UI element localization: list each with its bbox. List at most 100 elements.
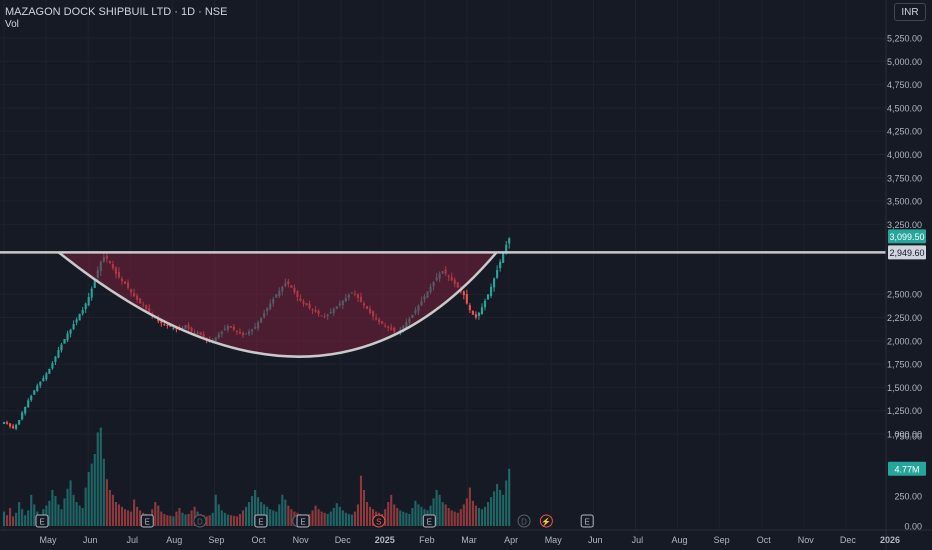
symbol-title[interactable]: MAZAGON DOCK SHIPBUIL LTD · 1D · NSE xyxy=(5,6,228,18)
volume-bar xyxy=(432,498,435,526)
candle-body xyxy=(163,324,166,326)
volume-bar xyxy=(8,508,12,526)
earnings-marker[interactable]: E xyxy=(422,514,436,528)
time-tick-label: Aug xyxy=(671,535,687,545)
volume-bar xyxy=(393,504,396,526)
volume-bar xyxy=(184,514,187,526)
earnings-marker[interactable]: E xyxy=(35,514,49,528)
candle-body xyxy=(499,261,502,269)
volume-bar xyxy=(496,484,499,526)
candle-body xyxy=(486,294,490,300)
volume-bar xyxy=(435,490,438,526)
split-marker[interactable]: S xyxy=(372,514,386,528)
time-tick-label: Jun xyxy=(83,535,98,545)
volume-bar xyxy=(284,499,287,526)
earnings-marker[interactable]: E xyxy=(140,514,154,528)
candle-body xyxy=(21,412,24,420)
volume-bar xyxy=(157,505,160,526)
dividend-marker-label: D xyxy=(521,518,527,527)
volume-bar xyxy=(21,509,24,526)
candle-body xyxy=(480,307,484,314)
volume-tick-label: 250.00 xyxy=(894,492,922,502)
dividend-marker[interactable]: D xyxy=(193,514,207,528)
volume-bar xyxy=(251,496,254,526)
earnings-marker-shape xyxy=(254,514,268,528)
volume-bar xyxy=(493,491,496,526)
news-marker[interactable]: ⚡ xyxy=(539,514,553,528)
candle-body xyxy=(48,368,51,374)
dividend-marker-shape xyxy=(517,514,531,528)
resistance-price-tag: 2,949.60 xyxy=(888,245,926,260)
volume-bar xyxy=(15,512,18,526)
volume-bar xyxy=(193,506,196,526)
volume-bar xyxy=(18,502,21,526)
volume-bar xyxy=(214,494,217,526)
volume-bar xyxy=(2,511,6,526)
candle-body xyxy=(2,421,6,424)
time-tick-label: Aug xyxy=(166,535,182,545)
volume-bar xyxy=(232,515,235,526)
dividend-marker[interactable]: D xyxy=(517,514,531,528)
earnings-marker-shape xyxy=(580,514,594,528)
volume-bar xyxy=(471,500,474,526)
volume-bar xyxy=(317,509,320,526)
volume-tick-label: 750.00 xyxy=(894,432,922,442)
earnings-marker-label: E xyxy=(145,518,150,527)
candle-body xyxy=(493,278,496,288)
volume-bar xyxy=(420,506,423,526)
price-tick-label: 1,000.00 xyxy=(887,430,922,440)
volume-bar xyxy=(390,494,393,526)
earnings-marker[interactable]: E xyxy=(296,514,310,528)
last-volume-tag-text: 4.77M xyxy=(894,464,919,474)
time-tick-label: Jun xyxy=(588,535,603,545)
volume-bar xyxy=(344,512,347,526)
volume-bar xyxy=(90,463,93,526)
volume-bar xyxy=(486,502,490,526)
earnings-marker[interactable]: E xyxy=(254,514,268,528)
earnings-marker-label: E xyxy=(258,518,263,527)
candle-body xyxy=(483,300,487,308)
candle-body xyxy=(27,400,30,408)
volume-bar xyxy=(499,490,502,526)
volume-bar xyxy=(84,487,87,526)
volume-bar xyxy=(220,510,223,526)
candle-body xyxy=(471,310,474,315)
volume-bar xyxy=(311,510,314,526)
candle-body xyxy=(505,244,508,253)
volume-bar xyxy=(335,503,338,526)
time-tick-label: 2025 xyxy=(375,535,395,545)
volume-bar xyxy=(78,505,81,526)
volume-bar xyxy=(408,514,411,526)
candle-body xyxy=(78,313,81,321)
candle-body xyxy=(502,252,505,263)
volume-bar xyxy=(123,509,127,526)
volume-bar xyxy=(260,502,263,526)
volume-bar xyxy=(117,504,121,526)
candle-body xyxy=(477,312,481,316)
volume-bar xyxy=(120,506,124,526)
candle-body xyxy=(60,344,63,351)
volume-bar xyxy=(338,506,341,526)
dividend-marker-label: D xyxy=(197,518,203,527)
volume-bar xyxy=(75,502,78,526)
candle-body xyxy=(5,422,9,424)
volume-bar xyxy=(99,427,102,526)
volume-bar xyxy=(384,509,387,526)
time-tick-label: Jul xyxy=(632,535,644,545)
candle-body xyxy=(51,363,54,369)
price-tick-label: 5,250.00 xyxy=(887,34,922,44)
volume-bar xyxy=(244,506,248,526)
volume-bar xyxy=(508,468,511,526)
volume-bar xyxy=(81,508,84,526)
volume-bar xyxy=(139,510,142,526)
earnings-marker[interactable]: E xyxy=(580,514,594,528)
currency-button[interactable]: INR xyxy=(894,3,926,21)
candle-body xyxy=(496,270,499,278)
volume-bar xyxy=(63,498,66,526)
volume-bar xyxy=(102,458,105,526)
time-tick-label: Sep xyxy=(208,535,224,545)
candle-body xyxy=(489,286,493,296)
candle-body xyxy=(474,314,477,318)
price-tick-label: 2,000.00 xyxy=(887,336,922,346)
